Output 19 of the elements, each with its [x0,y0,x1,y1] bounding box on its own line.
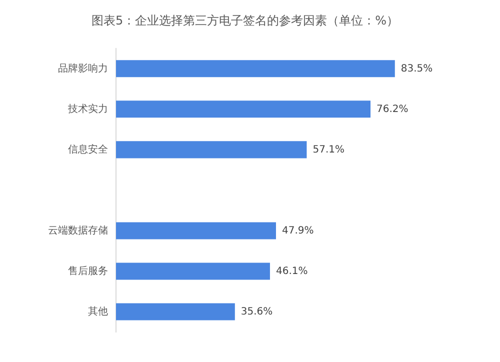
bar [116,222,276,240]
y-tick-label: 售后服务 [68,264,108,277]
y-tick-label: 云端数据存储 [48,224,108,236]
bar [116,262,270,280]
bar [116,141,307,158]
bar [116,60,395,78]
data-label: 35.6% [240,306,273,318]
data-label: 83.5% [400,63,433,74]
chart-title: 图表5：企业选择第三方电子签名的参考因素（单位：%） [91,13,399,28]
bar [116,100,371,118]
data-label: 57.1% [312,144,344,156]
bar [116,303,235,320]
y-tick-label: 技术实力 [67,102,108,115]
y-tick-label: 品牌影响力 [58,62,108,74]
data-label: 47.9% [282,225,314,236]
y-tick-label: 信息安全 [68,143,108,156]
y-tick-label: 其他 [88,305,108,318]
data-label: 46.1% [276,266,308,277]
data-label: 76.2% [376,104,408,115]
